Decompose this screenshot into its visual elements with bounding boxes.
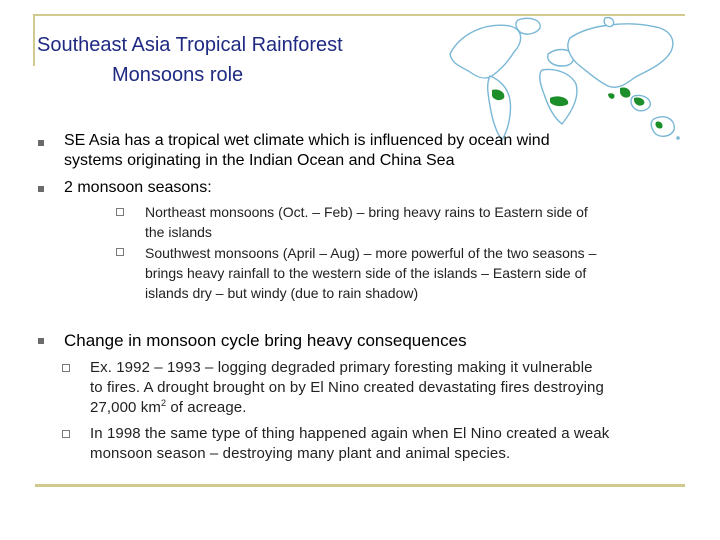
sub-bullet-marker <box>62 364 70 372</box>
bullet-line: the islands <box>145 224 212 240</box>
area-suffix: of acreage. <box>166 399 247 416</box>
bullet-line: brings heavy rainfall to the western sid… <box>145 265 587 281</box>
area-value: 27,000 km <box>90 399 161 416</box>
bullet-line: Change in monsoon cycle bring heavy cons… <box>64 331 467 350</box>
top-rule <box>33 14 685 16</box>
bullet-line: Ex. 1992 – 1993 – logging degraded prima… <box>90 359 593 376</box>
sub-bullet-marker <box>116 248 124 256</box>
bullet-line: islands dry – but windy (due to rain sha… <box>145 285 419 301</box>
world-map-rainforest-icon <box>449 16 680 142</box>
sub-bullet-text: Northeast monsoons (Oct. – Feb) – bring … <box>145 202 588 242</box>
bullet-marker <box>38 338 44 344</box>
bullet-text: Change in monsoon cycle bring heavy cons… <box>64 330 467 352</box>
sub-bullet-text: In 1998 the same type of thing happened … <box>90 424 609 464</box>
left-rule <box>33 14 35 66</box>
bullet-marker <box>38 140 44 146</box>
bullet-text: SE Asia has a tropical wet climate which… <box>64 131 550 171</box>
bullet-line: systems originating in the Indian Ocean … <box>64 152 455 169</box>
sub-bullet-marker <box>62 430 70 438</box>
bullet-line: to fires. A drought brought on by El Nin… <box>90 379 604 396</box>
bullet-line: SE Asia has a tropical wet climate which… <box>64 132 550 149</box>
bullet-line: Southwest monsoons (April – Aug) – more … <box>145 245 597 261</box>
slide-title: Southeast Asia Tropical Rainforest Monso… <box>37 30 457 90</box>
bullet-marker <box>38 186 44 192</box>
bullet-line: In 1998 the same type of thing happened … <box>90 425 610 442</box>
sub-bullet-text: Southwest monsoons (April – Aug) – more … <box>145 243 596 303</box>
bottom-rule <box>35 484 685 487</box>
bullet-line: monsoon season – destroying many plant a… <box>90 445 511 462</box>
title-line-1: Southeast Asia Tropical Rainforest <box>37 34 343 56</box>
bullet-line: Northeast monsoons (Oct. – Feb) – bring … <box>145 204 588 220</box>
bullet-line: 27,000 km2 of acreage. <box>90 398 604 418</box>
bullet-line: 2 monsoon seasons: <box>64 179 212 196</box>
sub-bullet-marker <box>116 208 124 216</box>
superscript: 2 <box>160 398 167 408</box>
bullet-text: 2 monsoon seasons: <box>64 178 212 198</box>
title-line-2: Monsoons role <box>112 64 244 86</box>
sub-bullet-text: Ex. 1992 – 1993 – logging degraded prima… <box>90 358 604 418</box>
